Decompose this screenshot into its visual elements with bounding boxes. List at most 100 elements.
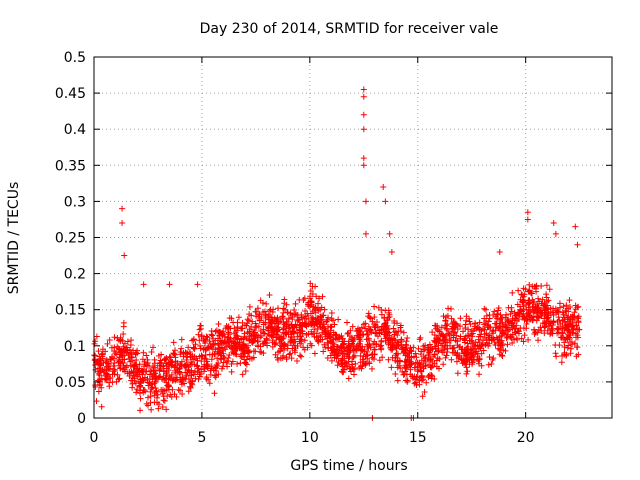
data-point (210, 367, 217, 374)
data-point (449, 345, 456, 352)
data-point (390, 342, 397, 349)
data-point (296, 296, 303, 303)
data-point (536, 298, 543, 305)
data-point (495, 307, 502, 314)
data-point (344, 345, 351, 352)
data-point (307, 288, 314, 295)
data-point (498, 314, 505, 321)
data-point (214, 348, 221, 355)
data-point (394, 377, 401, 384)
data-point (201, 355, 208, 362)
data-point (270, 328, 277, 335)
data-point (143, 362, 150, 369)
data-point (503, 324, 510, 331)
data-point (196, 326, 203, 333)
data-point (97, 356, 104, 363)
data-point (133, 356, 140, 363)
data-point (307, 340, 314, 347)
data-point (461, 336, 468, 343)
data-point (224, 358, 231, 365)
data-point (172, 369, 179, 376)
data-point (520, 325, 527, 332)
data-point (140, 281, 147, 288)
data-point (472, 345, 479, 352)
data-point (296, 338, 303, 345)
data-point (156, 367, 163, 374)
data-point (362, 360, 369, 367)
data-point (166, 281, 173, 288)
data-point (121, 340, 128, 347)
data-point (242, 367, 249, 374)
data-point (486, 315, 493, 322)
data-point (460, 350, 467, 357)
data-point (94, 368, 101, 375)
data-point (564, 344, 571, 351)
data-point (169, 361, 176, 368)
data-point (103, 356, 110, 363)
data-point (287, 350, 294, 357)
data-point (442, 335, 449, 342)
data-point (275, 305, 282, 312)
data-point (294, 312, 301, 319)
data-point (404, 378, 411, 385)
data-point (269, 339, 276, 346)
data-point (129, 384, 136, 391)
data-point (265, 325, 272, 332)
data-point (239, 325, 246, 332)
data-point (156, 401, 163, 408)
data-point (165, 367, 172, 374)
y-tick-label: 0.25 (55, 231, 86, 247)
data-point (541, 324, 548, 331)
data-point (362, 230, 369, 237)
data-point (260, 340, 267, 347)
data-point (175, 386, 182, 393)
x-tick-labels: 0 5 10 15 20 (90, 430, 535, 446)
data-point (197, 322, 204, 329)
data-point (382, 338, 389, 345)
data-point (390, 335, 397, 342)
data-point (423, 379, 430, 386)
data-point (365, 310, 372, 317)
data-point (148, 385, 155, 392)
data-point (148, 406, 155, 413)
data-point (494, 335, 501, 342)
data-point (236, 345, 243, 352)
data-point (488, 360, 495, 367)
data-point (130, 369, 137, 376)
data-point (294, 357, 301, 364)
data-point (263, 335, 270, 342)
data-point (121, 252, 128, 259)
data-point (198, 332, 205, 339)
data-point (232, 347, 239, 354)
data-point (382, 198, 389, 205)
data-point (419, 393, 426, 400)
data-point (320, 321, 327, 328)
data-point (367, 326, 374, 333)
data-point (244, 329, 251, 336)
data-point (228, 315, 235, 322)
data-point (290, 339, 297, 346)
data-point (208, 331, 215, 338)
data-point (451, 349, 458, 356)
data-point (420, 346, 427, 353)
y-tick-label: 0.45 (55, 86, 86, 102)
data-point (106, 336, 113, 343)
data-point (114, 371, 121, 378)
data-point (370, 340, 377, 347)
data-point (349, 323, 356, 330)
data-point (384, 317, 391, 324)
data-point (454, 370, 461, 377)
data-point (345, 350, 352, 357)
data-point (315, 307, 322, 314)
data-point (402, 341, 409, 348)
data-point (304, 344, 311, 351)
data-point (202, 352, 209, 359)
data-point (177, 361, 184, 368)
data-point (108, 344, 115, 351)
data-point (521, 297, 528, 304)
data-point (436, 356, 443, 363)
data-point (224, 334, 231, 341)
data-point (467, 354, 474, 361)
data-point (120, 349, 127, 356)
data-point (413, 376, 420, 383)
